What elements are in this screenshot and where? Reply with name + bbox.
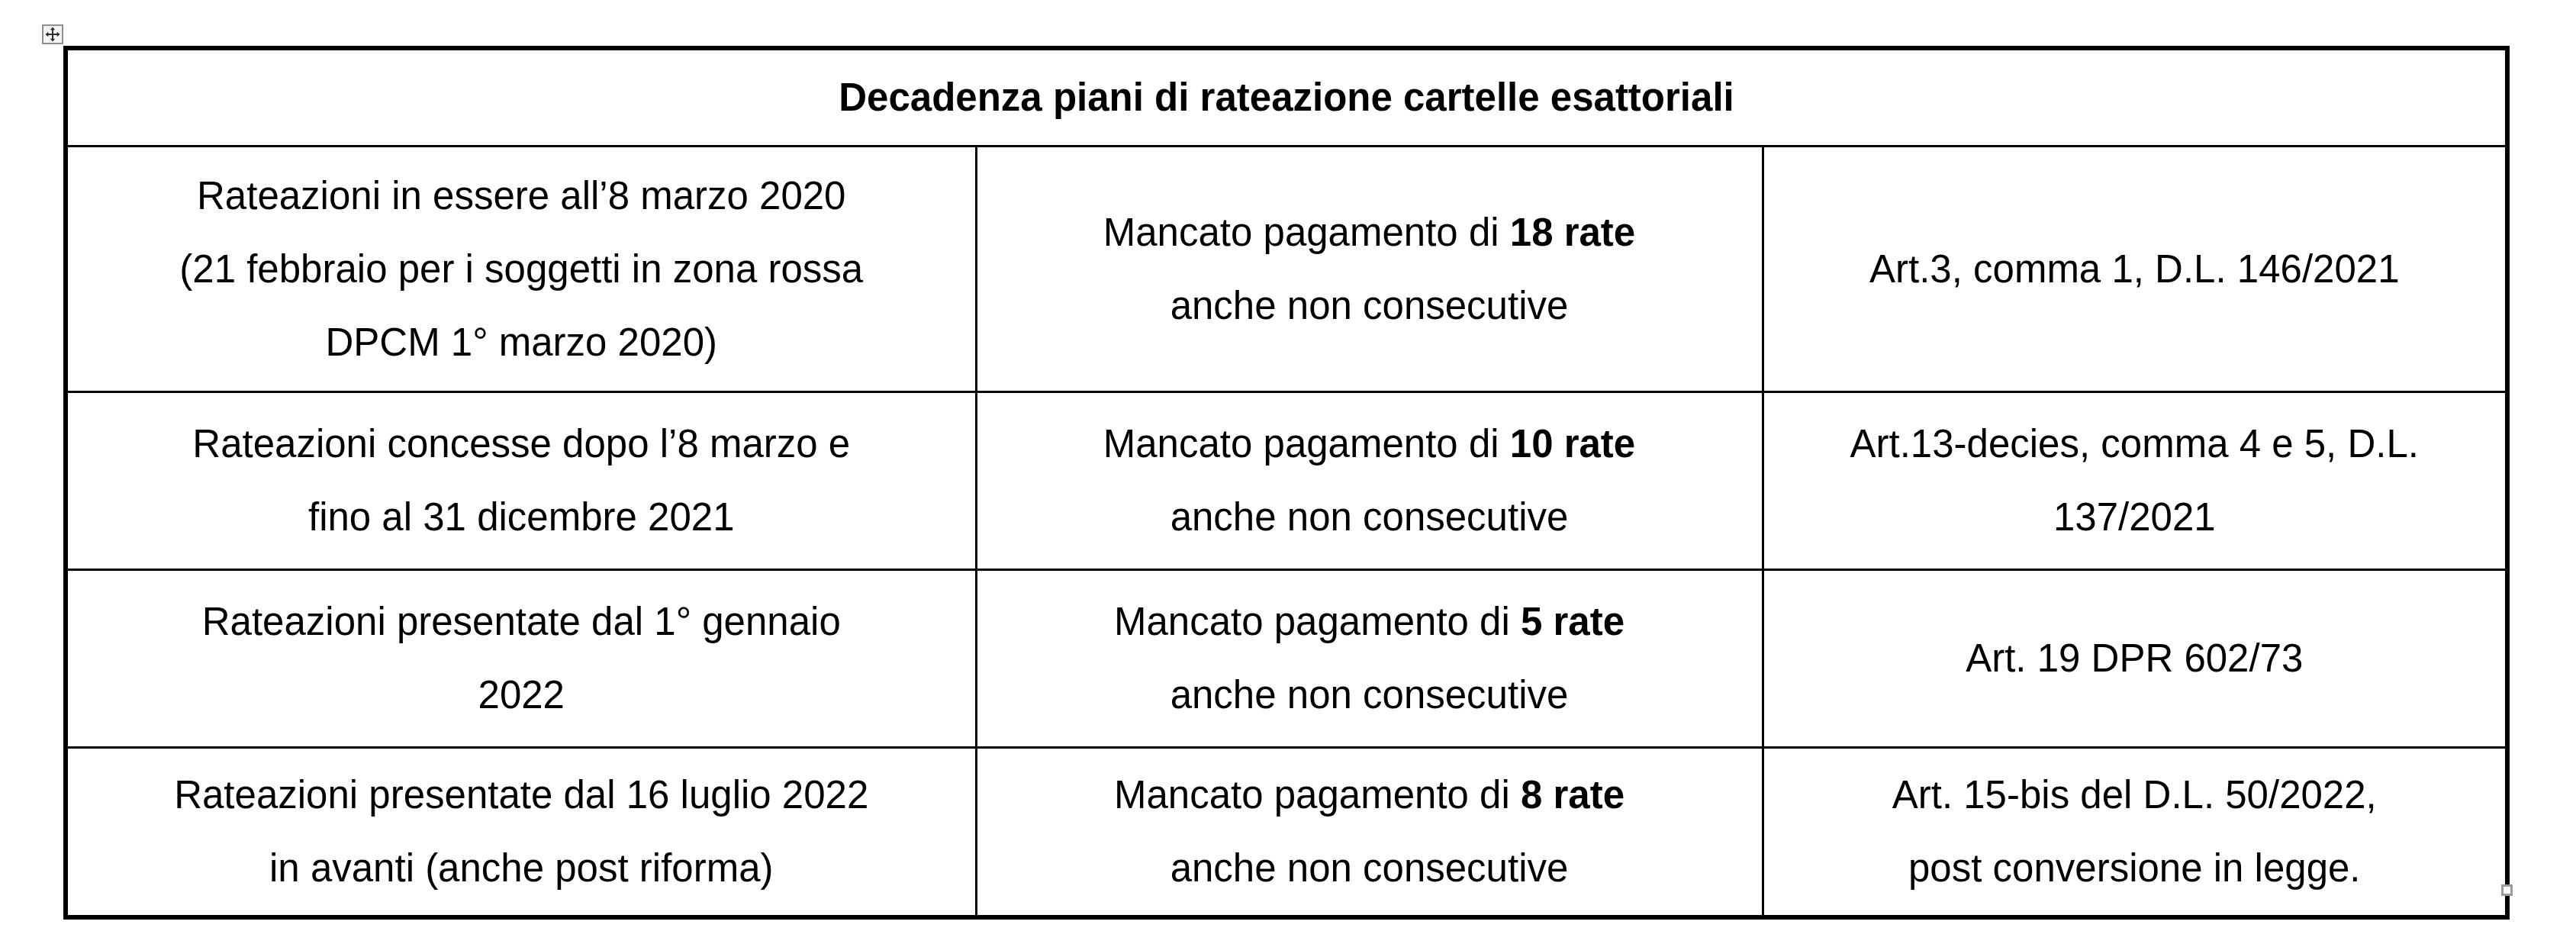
scenario-line: in avanti (anche post riforma) bbox=[86, 832, 957, 905]
payment-cell[interactable]: Mancato pagamento di 10 rate anche non c… bbox=[976, 392, 1763, 570]
scenario-cell[interactable]: Rateazioni in essere all’8 marzo 2020 (2… bbox=[66, 147, 976, 392]
payment-line: Mancato pagamento di 8 rate bbox=[996, 759, 1744, 832]
reference-cell[interactable]: Art.13-decies, comma 4 e 5, D.L. 137/202… bbox=[1763, 392, 2507, 570]
payment-line: anche non consecutive bbox=[996, 481, 1744, 554]
scenario-cell[interactable]: Rateazioni presentate dal 16 luglio 2022… bbox=[66, 748, 976, 918]
table-row: Rateazioni concesse dopo l’8 marzo e fin… bbox=[66, 392, 2507, 570]
rate-count-bold: 8 rate bbox=[1521, 773, 1624, 817]
table-row: Rateazioni presentate dal 16 luglio 2022… bbox=[66, 748, 2507, 918]
payment-line: Mancato pagamento di 18 rate bbox=[996, 196, 1744, 269]
rateazione-decadenza-table: Decadenza piani di rateazione cartelle e… bbox=[63, 46, 2510, 920]
table-row: Rateazioni presentate dal 1° gennaio 202… bbox=[66, 570, 2507, 748]
payment-cell[interactable]: Mancato pagamento di 5 rate anche non co… bbox=[976, 570, 1763, 748]
scenario-line: fino al 31 dicembre 2021 bbox=[86, 481, 957, 554]
reference-line: Art. 19 DPR 602/73 bbox=[1782, 622, 2487, 695]
payment-line: anche non consecutive bbox=[996, 659, 1744, 732]
scenario-line: Rateazioni presentate dal 1° gennaio bbox=[86, 585, 957, 659]
table-row: Rateazioni in essere all’8 marzo 2020 (2… bbox=[66, 147, 2507, 392]
reference-cell[interactable]: Art. 15-bis del D.L. 50/2022, post conve… bbox=[1763, 748, 2507, 918]
reference-line: Art.3, comma 1, D.L. 146/2021 bbox=[1782, 233, 2487, 306]
rate-count-bold: 10 rate bbox=[1510, 422, 1635, 465]
document-page: Decadenza piani di rateazione cartelle e… bbox=[0, 0, 2576, 931]
payment-line: anche non consecutive bbox=[996, 269, 1744, 343]
reference-line: post conversione in legge. bbox=[1782, 832, 2487, 905]
reference-cell[interactable]: Art.3, comma 1, D.L. 146/2021 bbox=[1763, 147, 2507, 392]
rate-count-bold: 18 rate bbox=[1510, 211, 1635, 254]
scenario-line: Rateazioni in essere all’8 marzo 2020 bbox=[86, 159, 957, 233]
payment-line: Mancato pagamento di 10 rate bbox=[996, 408, 1744, 481]
payment-cell[interactable]: Mancato pagamento di 18 rate anche non c… bbox=[976, 147, 1763, 392]
rate-count-bold: 5 rate bbox=[1521, 600, 1624, 643]
table-move-handle[interactable] bbox=[42, 24, 63, 44]
payment-cell[interactable]: Mancato pagamento di 8 rate anche non co… bbox=[976, 748, 1763, 918]
payment-line: anche non consecutive bbox=[996, 832, 1744, 905]
scenario-line: DPCM 1° marzo 2020) bbox=[86, 306, 957, 379]
scenario-cell[interactable]: Rateazioni presentate dal 1° gennaio 202… bbox=[66, 570, 976, 748]
scenario-line: Rateazioni concesse dopo l’8 marzo e bbox=[86, 408, 957, 481]
move-icon bbox=[45, 27, 60, 42]
scenario-line: 2022 bbox=[86, 659, 957, 732]
reference-line: Art.13-decies, comma 4 e 5, D.L. bbox=[1782, 408, 2487, 481]
scenario-line: Rateazioni presentate dal 16 luglio 2022 bbox=[86, 759, 957, 832]
reference-line: 137/2021 bbox=[1782, 481, 2487, 554]
scenario-cell[interactable]: Rateazioni concesse dopo l’8 marzo e fin… bbox=[66, 392, 976, 570]
table-resize-handle[interactable] bbox=[2501, 884, 2513, 896]
reference-cell[interactable]: Art. 19 DPR 602/73 bbox=[1763, 570, 2507, 748]
table-header-row: Decadenza piani di rateazione cartelle e… bbox=[66, 48, 2507, 147]
reference-line: Art. 15-bis del D.L. 50/2022, bbox=[1782, 759, 2487, 832]
table-title[interactable]: Decadenza piani di rateazione cartelle e… bbox=[66, 48, 2507, 147]
payment-line: Mancato pagamento di 5 rate bbox=[996, 585, 1744, 659]
scenario-line: (21 febbraio per i soggetti in zona ross… bbox=[86, 233, 957, 306]
table-title-text: Decadenza piani di rateazione cartelle e… bbox=[86, 61, 2487, 134]
